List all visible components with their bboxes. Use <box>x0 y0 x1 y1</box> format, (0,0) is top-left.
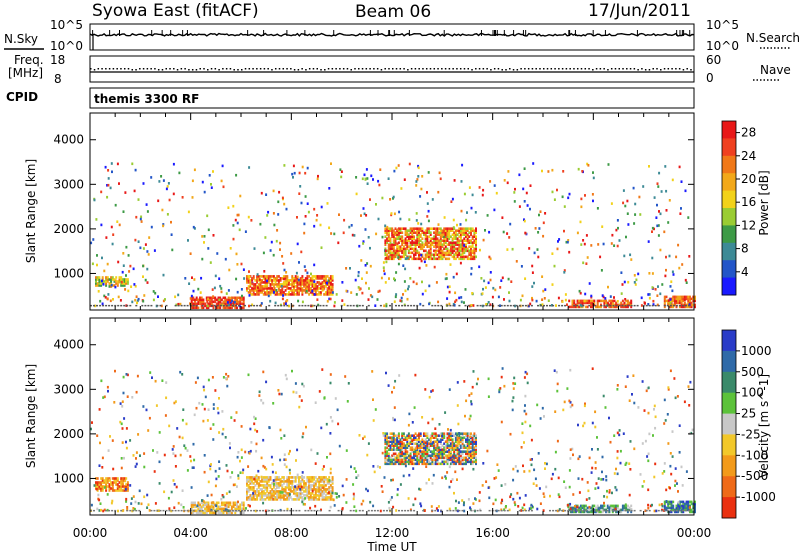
colorbar-tick-label: 12 <box>741 218 756 232</box>
colorbar-tick-label: 28 <box>741 126 756 140</box>
x-tick-label: 08:00 <box>274 526 309 540</box>
freq-unit-label: [MHz] <box>8 66 43 80</box>
x-tick-label: 04:00 <box>173 526 208 540</box>
colorbar-swatch <box>722 260 736 278</box>
y-tick-label: 4000 <box>53 133 84 147</box>
freq-top-tick: 18 <box>50 53 65 67</box>
station-title: Syowa East (fitACF) <box>92 1 259 21</box>
nave-label: Nave <box>760 63 791 77</box>
x-tick-label: 20:00 <box>576 526 611 540</box>
colorbar-swatch <box>722 278 736 296</box>
colorbar-tick-label: 24 <box>741 149 756 163</box>
beam-title: Beam 06 <box>355 2 431 22</box>
cpid-label: CPID <box>6 90 38 104</box>
velocity-heatmap <box>90 367 696 514</box>
y-tick-label: 2000 <box>53 427 84 441</box>
y-tick-label: 3000 <box>53 382 84 396</box>
nsky-trace <box>90 30 694 50</box>
colorbar-swatch <box>722 208 736 226</box>
colorbar-tick-label: 8 <box>741 242 749 256</box>
power-heatmap <box>90 162 696 309</box>
y-tick-label: 1000 <box>53 471 84 485</box>
colorbar-swatch <box>722 225 736 243</box>
colorbar-swatch <box>722 351 736 372</box>
nsearch-label: N.Search <box>746 31 800 45</box>
freq-bottom-tick: 8 <box>54 72 62 86</box>
y-tick-label: 2000 <box>53 222 84 236</box>
colorbar-swatch <box>722 243 736 261</box>
time-axis-label: Time UT <box>366 540 417 554</box>
y-tick-label: 4000 <box>53 338 84 352</box>
nsky-top-tick: 10^5 <box>50 18 83 32</box>
colorbar-tick-label: -1000 <box>741 490 776 504</box>
colorbar-swatch <box>722 121 736 139</box>
colorbar-swatch <box>722 414 736 435</box>
colorbar-swatch <box>722 330 736 351</box>
nave-top-tick: 60 <box>706 53 721 67</box>
power-colorbar-label: Power [dB] <box>757 170 771 235</box>
x-tick-label: 00:00 <box>677 526 712 540</box>
colorbar-tick-label: 25 <box>741 407 756 421</box>
nsky-strip-frame <box>90 24 694 50</box>
nsearch-bottom-tick: 10^0 <box>706 39 739 53</box>
colorbar-swatch <box>722 434 736 455</box>
x-tick-label: 12:00 <box>375 526 410 540</box>
colorbar-swatch <box>722 191 736 209</box>
colorbar-swatch <box>722 173 736 191</box>
power-panel-frame <box>90 113 694 310</box>
power-axes: 1000 2000 3000 4000 <box>53 113 694 310</box>
power-colorbar: 4 8 12 16 20 24 28 <box>722 121 756 295</box>
colorbar-swatch <box>722 393 736 414</box>
freq-nave-trace <box>90 68 694 72</box>
velocity-axes: 1000 2000 3000 4000 <box>53 318 694 515</box>
cpid-value: themis 3300 RF <box>94 92 199 106</box>
colorbar-swatch <box>722 156 736 174</box>
colorbar-swatch <box>722 455 736 476</box>
nsky-label: N.Sky <box>4 32 38 46</box>
velocity-panel-frame <box>90 318 694 515</box>
y-tick-label: 3000 <box>53 177 84 191</box>
power-ylabel: Slant Range [km] <box>24 159 38 263</box>
velocity-colorbar-label: Velocity [m s^-1] <box>757 374 771 478</box>
colorbar-tick-label: 1000 <box>741 344 772 358</box>
velocity-ylabel: Slant Range [km] <box>24 364 38 468</box>
colorbar-tick-label: 16 <box>741 195 756 209</box>
nave-bottom-tick: 0 <box>706 71 714 85</box>
colorbar-tick-label: 20 <box>741 172 756 186</box>
freq-label: Freq. <box>14 53 44 67</box>
colorbar-swatch <box>722 138 736 156</box>
colorbar-tick-label: 4 <box>741 265 749 279</box>
colorbar-swatch <box>722 476 736 497</box>
y-tick-label: 1000 <box>53 266 84 280</box>
nsky-bottom-tick: 10^0 <box>50 39 83 53</box>
colorbar-swatch <box>722 372 736 393</box>
x-tick-label: 16:00 <box>475 526 510 540</box>
nsearch-top-tick: 10^5 <box>706 18 739 32</box>
colorbar-swatch <box>722 497 736 518</box>
date-title: 17/Jun/2011 <box>588 1 691 21</box>
x-tick-label: 00:00 <box>73 526 108 540</box>
time-axis: 00:00 04:00 08:00 12:00 16:00 20:00 00:00 <box>73 526 712 540</box>
